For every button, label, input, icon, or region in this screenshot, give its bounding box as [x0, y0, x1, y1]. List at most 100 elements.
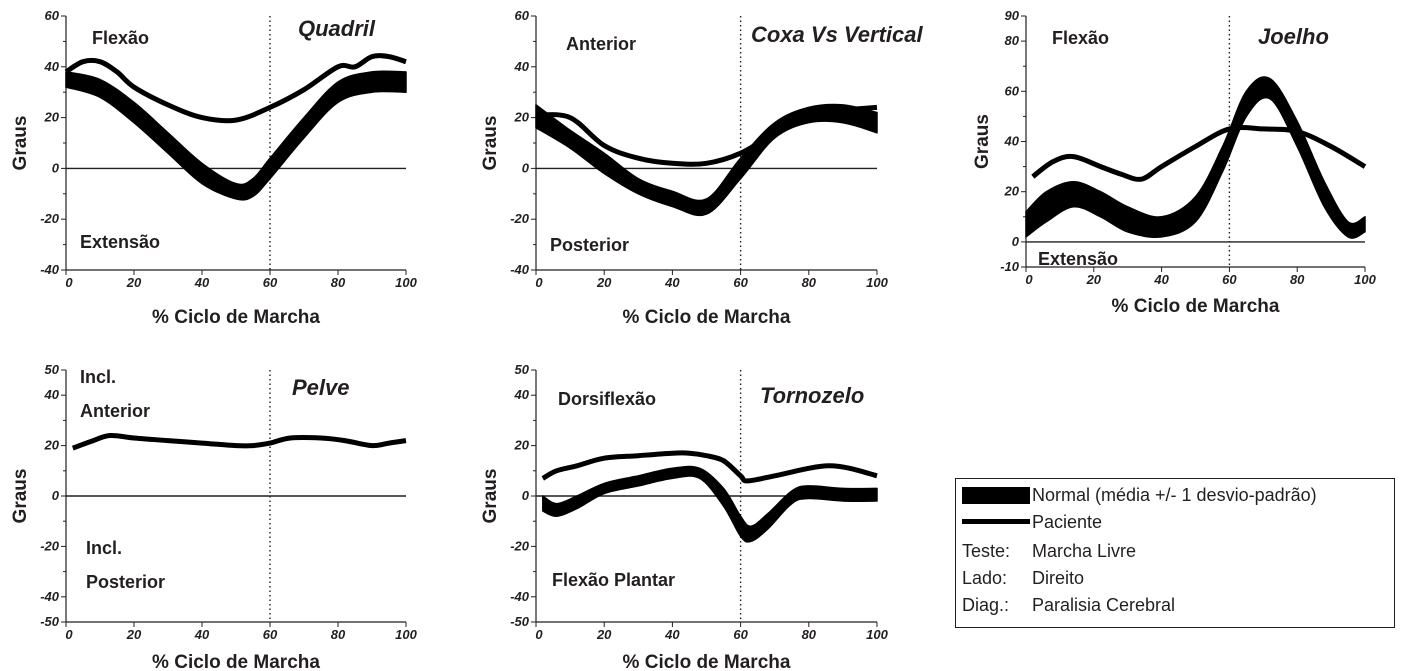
x-axis-label: % Ciclo de Marcha: [623, 307, 791, 328]
lower-region-label: Incl. Posterior: [86, 538, 165, 592]
legend-normal-swatch: [962, 487, 1030, 504]
chart-title: Quadril: [298, 16, 376, 41]
x-tick-label: 0: [535, 627, 543, 642]
y-tick-label: 20: [514, 110, 530, 125]
chart-panel-2: 0 20 40 60 80 100 -40 -20 0 20 40 60 Coxa Vs Vertica…: [480, 8, 923, 328]
patient-line: [64, 53, 407, 124]
y-tick-label: -20: [510, 211, 530, 226]
x-axis-label: % Ciclo de Marcha: [623, 652, 791, 671]
y-tick-label: 60: [1005, 83, 1020, 98]
y-tick-label: 20: [514, 438, 530, 453]
y-tick-label: -10: [1000, 259, 1020, 274]
lower-region-label-line: Incl.: [86, 538, 122, 558]
x-tick-label: 20: [126, 627, 142, 642]
upper-region-label: Flexão: [92, 28, 149, 48]
legend-diag-value: Paralisia Cerebral: [1032, 594, 1176, 615]
y-tick-label: 0: [522, 488, 530, 503]
y-axis-label: Graus: [10, 469, 31, 524]
y-tick-label: -20: [510, 538, 530, 553]
y-tick-label: 80: [1005, 33, 1020, 48]
y-tick-label: 40: [44, 387, 60, 402]
x-axis-label: % Ciclo de Marcha: [152, 652, 320, 671]
y-tick-label: 0: [52, 160, 60, 175]
x-tick-label: 20: [596, 627, 612, 642]
x-tick-label: 40: [194, 275, 210, 290]
chart-title: Coxa Vs Vertical: [751, 22, 923, 47]
x-tick-label: 100: [1354, 272, 1376, 287]
x-tick-label: 60: [733, 627, 748, 642]
legend-box: Normal (média +/- 1 desvio-padrão) Pacie…: [955, 478, 1395, 628]
y-tick-label: 60: [45, 8, 60, 23]
upper-region-label: Dorsiflexão: [558, 389, 656, 409]
legend-normal-label: Normal (média +/- 1 desvio-padrão): [1032, 484, 1317, 505]
y-tick-label: 40: [514, 59, 530, 74]
x-tick-label: 80: [1290, 272, 1305, 287]
x-tick-label: 60: [1222, 272, 1237, 287]
y-tick-label: -20: [40, 211, 60, 226]
legend-test-value: Marcha Livre: [1032, 540, 1137, 561]
x-tick-label: 0: [535, 275, 543, 290]
x-tick-label: 100: [866, 627, 888, 642]
y-axis-label: Graus: [480, 116, 501, 171]
x-tick-label: 20: [126, 275, 142, 290]
chart-panel-3: 0 20 40 60 80 100 -10 0 20 40 60 80 90 Joelho Flexão Ex…: [972, 8, 1377, 317]
y-axis-label: Graus: [480, 469, 501, 524]
y-tick-label: -50: [510, 614, 530, 629]
y-tick-label: -40: [510, 589, 530, 604]
y-tick-label: -40: [40, 262, 60, 277]
x-tick-label: 100: [395, 275, 417, 290]
legend-patient-swatch: [962, 519, 1030, 524]
x-tick-label: 40: [194, 627, 210, 642]
x-tick-label: 0: [65, 627, 73, 642]
legend-side-key: Lado:: [962, 567, 1008, 588]
y-tick-label: 20: [44, 110, 60, 125]
x-axis-label: % Ciclo de Marcha: [1112, 296, 1280, 317]
y-tick-label: 0: [1012, 234, 1020, 249]
x-tick-label: 100: [395, 627, 417, 642]
legend-patient-label: Paciente: [1032, 511, 1103, 532]
legend-side-value: Direito: [1032, 567, 1085, 588]
y-tick-label: 20: [44, 438, 60, 453]
patient-line: [535, 104, 878, 167]
upper-region-label-line: Anterior: [80, 401, 150, 421]
x-tick-label: 20: [1086, 272, 1102, 287]
patient-line: [541, 450, 878, 484]
y-tick-label: 50: [45, 362, 60, 377]
chart-panel-1: 0 20 40 60 80 100 -40 -20 0 20 40 60 Quadril Flexão Ex…: [10, 8, 418, 328]
x-tick-label: 60: [263, 627, 278, 642]
chart-title: Joelho: [1258, 24, 1329, 49]
chart-panel-4: 0 20 40 60 80 100 -50 -40 -20 0 20 40 50 Pelve Incl. An…: [10, 362, 418, 671]
y-tick-label: -40: [510, 262, 530, 277]
chart-panel-5: 0 20 40 60 80 100 -50 -40 -20 0 20 40 50 Tornozelo Dor…: [480, 362, 889, 671]
x-tick-label: 80: [802, 627, 817, 642]
normal-band: [542, 465, 878, 543]
x-tick-label: 0: [1025, 272, 1033, 287]
y-tick-label: 50: [515, 362, 530, 377]
x-tick-label: 60: [733, 275, 748, 290]
upper-region-label: Flexão: [1052, 28, 1109, 48]
x-axis-label: % Ciclo de Marcha: [152, 307, 320, 328]
x-tick-label: 80: [802, 275, 817, 290]
x-tick-label: 80: [331, 627, 346, 642]
y-tick-label: 60: [515, 8, 530, 23]
patient-line: [1031, 125, 1367, 182]
x-tick-label: 80: [331, 275, 346, 290]
y-axis-label: Graus: [10, 116, 31, 171]
upper-region-label-line: Incl.: [80, 367, 116, 387]
lower-region-label: Posterior: [550, 235, 629, 255]
x-tick-label: 0: [65, 275, 73, 290]
x-tick-label: 40: [664, 275, 680, 290]
x-tick-label: 40: [1153, 272, 1169, 287]
y-tick-label: -20: [40, 538, 60, 553]
patient-line: [71, 432, 407, 451]
lower-region-label: Flexão Plantar: [552, 570, 675, 590]
x-tick-label: 100: [866, 275, 888, 290]
y-tick-label: 90: [1005, 8, 1020, 23]
y-tick-label: 0: [522, 160, 530, 175]
y-tick-label: 0: [52, 488, 60, 503]
y-tick-label: 40: [514, 387, 530, 402]
y-tick-label: 40: [1004, 134, 1020, 149]
lower-region-label: Extensão: [1038, 249, 1118, 269]
x-tick-label: 60: [263, 275, 278, 290]
